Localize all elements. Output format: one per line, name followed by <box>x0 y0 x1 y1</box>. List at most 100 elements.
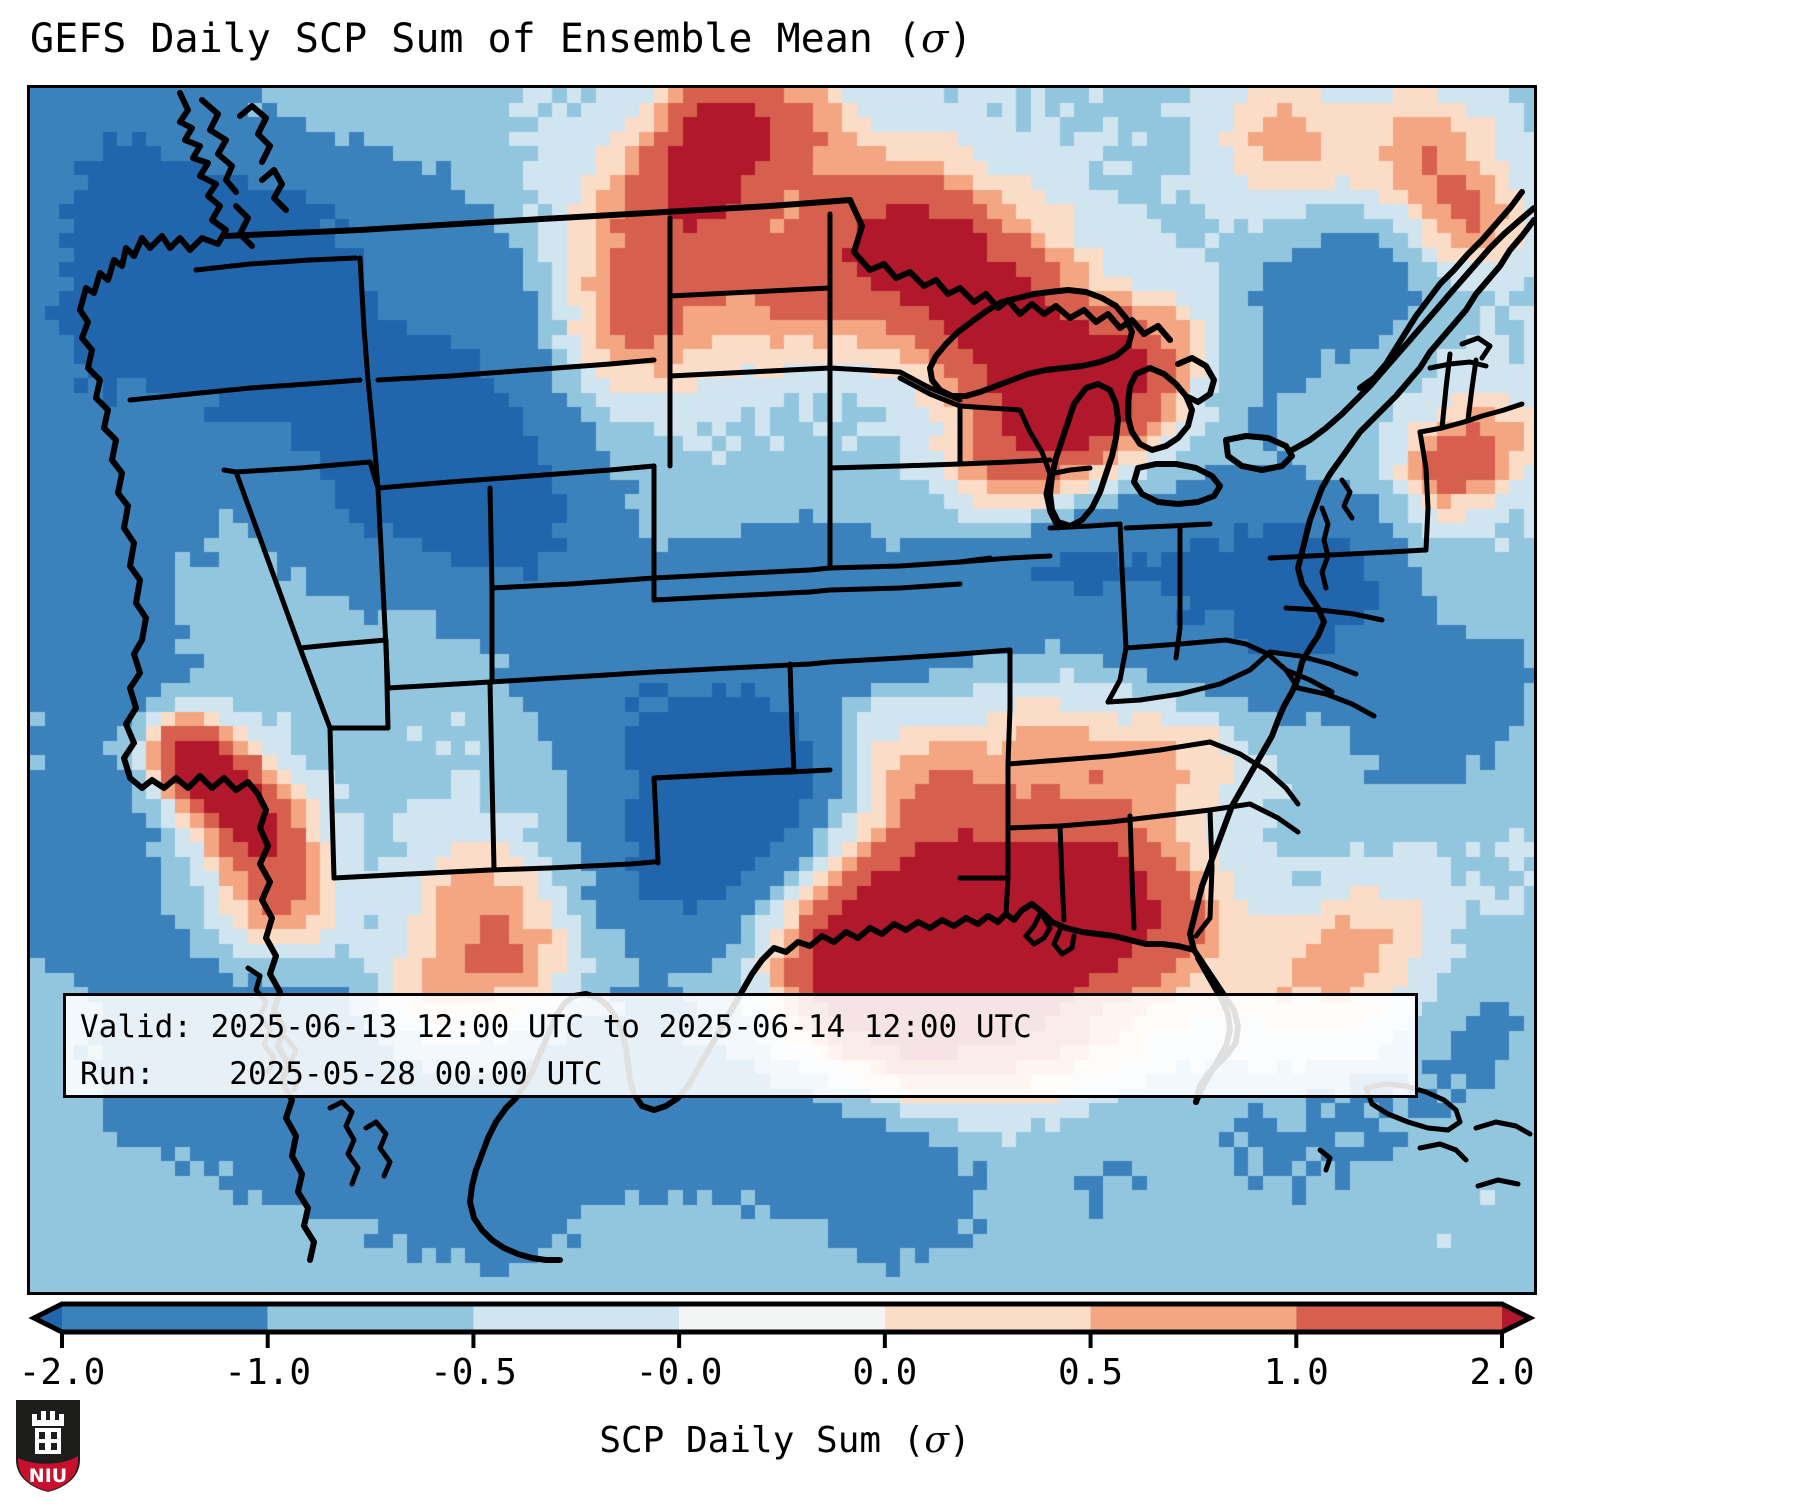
boundary-path <box>827 581 963 593</box>
boundary-path <box>847 197 1023 317</box>
colorbar-band-6 <box>1296 1304 1502 1332</box>
colorbar-tick-label-6: 1.0 <box>1263 1352 1329 1393</box>
boundary-path <box>957 403 1023 413</box>
colorbar-extend-low <box>34 1304 62 1332</box>
boundary-path <box>385 669 657 691</box>
boundary-path <box>957 457 1053 467</box>
boundary-path <box>489 575 657 591</box>
boundary-path <box>1125 365 1195 453</box>
boundary-path <box>1267 649 1359 677</box>
boundary-path <box>1289 205 1534 453</box>
colorbar-band-5 <box>1090 1304 1297 1332</box>
boundary-path <box>127 377 363 403</box>
boundary-path <box>1417 429 1431 553</box>
boundary-path <box>1417 1141 1469 1163</box>
boundary-path <box>289 1153 317 1263</box>
boundary-path <box>651 659 833 675</box>
boundary-path <box>1417 413 1485 435</box>
boundary-path <box>375 463 657 491</box>
boundary-path <box>1051 927 1077 957</box>
map-boundaries-overlay <box>77 90 1534 1263</box>
boundary-path <box>1319 505 1331 591</box>
boundary-path <box>193 255 359 273</box>
boundary-path <box>1123 637 1229 651</box>
svg-text:NIU: NIU <box>29 1465 67 1487</box>
map-panel[interactable]: Valid: 2025-06-13 12:00 UTC to 2025-06-1… <box>27 85 1537 1295</box>
boundary-path <box>1005 647 1013 767</box>
page-title-suffix: ) <box>948 16 973 62</box>
boundary-path <box>237 103 273 165</box>
boundary-path <box>1295 685 1377 719</box>
boundary-path <box>1193 807 1215 939</box>
boundary-path <box>1317 1147 1333 1173</box>
boundary-path <box>1003 825 1011 917</box>
boundary-path <box>363 1119 393 1179</box>
boundary-path <box>827 461 963 471</box>
boundary-path <box>1105 521 1129 705</box>
colorbar-tick-label-2: -0.5 <box>430 1352 517 1393</box>
boundary-path <box>1057 823 1067 923</box>
niu-logo: NIU <box>16 1400 80 1492</box>
boundary-path <box>357 255 371 383</box>
boundary-path <box>1357 189 1525 391</box>
forecast-info-box: Valid: 2025-06-13 12:00 UTC to 2025-06-1… <box>63 993 1418 1098</box>
boundary-path <box>1427 359 1489 371</box>
boundary-path <box>1465 357 1479 423</box>
colorbar-band-4 <box>884 1304 1091 1332</box>
boundary-path <box>1105 649 1273 705</box>
boundary-path <box>327 725 337 881</box>
colorbar[interactable] <box>27 1300 1537 1348</box>
boundary-path <box>467 1105 563 1263</box>
boundary-path <box>487 485 495 685</box>
boundary-path <box>375 357 657 383</box>
boundary-path <box>1047 381 1121 529</box>
boundary-path <box>787 661 797 775</box>
colorbar-band-0 <box>62 1304 268 1332</box>
boundary-path <box>1473 1119 1533 1137</box>
boundary-path <box>223 197 853 239</box>
boundary-path <box>1173 523 1183 661</box>
boundary-path <box>1339 477 1355 521</box>
cbar-label-prefix: SCP Daily Sum ( <box>599 1420 925 1461</box>
boundary-path <box>1127 813 1137 931</box>
boundary-path <box>547 859 657 871</box>
boundary-path <box>1475 1177 1521 1189</box>
colorbar-band-3 <box>679 1304 885 1332</box>
boundary-path <box>1223 637 1301 691</box>
colorbar-tick-label-4: 0.0 <box>852 1352 918 1393</box>
page-title: GEFS Daily SCP Sum of Ensemble Mean (σ) <box>30 16 1770 62</box>
boundary-path <box>259 167 289 213</box>
boundary-path <box>199 97 239 195</box>
boundary-path <box>1439 351 1453 431</box>
boundary-path <box>651 767 833 781</box>
colorbar-tick-label-5: 0.5 <box>1058 1352 1124 1393</box>
boundary-path <box>1267 547 1429 561</box>
boundary-path <box>487 679 497 871</box>
colorbar-tick-label-3: -0.0 <box>635 1352 723 1393</box>
colorbar-axis-label: SCP Daily Sum (σ) <box>0 1420 1570 1461</box>
boundary-path <box>1223 433 1295 473</box>
boundary-path <box>77 90 299 1159</box>
colorbar-tick-label-0: -2.0 <box>18 1352 106 1393</box>
boundary-path <box>1207 739 1301 807</box>
boundary-path <box>827 365 963 403</box>
boundary-path <box>1005 739 1213 767</box>
boundary-path <box>233 459 381 491</box>
boundary-path <box>331 865 553 881</box>
boundary-path <box>1247 801 1301 835</box>
boundary-path <box>1187 217 1534 1105</box>
boundary-path <box>667 365 833 379</box>
boundary-path <box>651 775 661 866</box>
boundary-path <box>667 285 833 299</box>
boundary-path <box>1047 521 1123 531</box>
page-title-prefix: GEFS Daily SCP Sum of Ensemble Mean ( <box>30 16 922 62</box>
boundary-path <box>1047 465 1093 477</box>
boundary-path <box>927 287 1135 399</box>
boundary-path <box>827 647 1013 665</box>
boundary-path <box>365 377 381 491</box>
boundary-path <box>221 467 333 731</box>
valid-time-text: Valid: 2025-06-13 12:00 UTC to 2025-06-1… <box>80 1009 1032 1045</box>
colorbar-band-1 <box>267 1304 474 1332</box>
boundary-path <box>1459 335 1493 361</box>
sigma-symbol: σ <box>921 16 949 62</box>
